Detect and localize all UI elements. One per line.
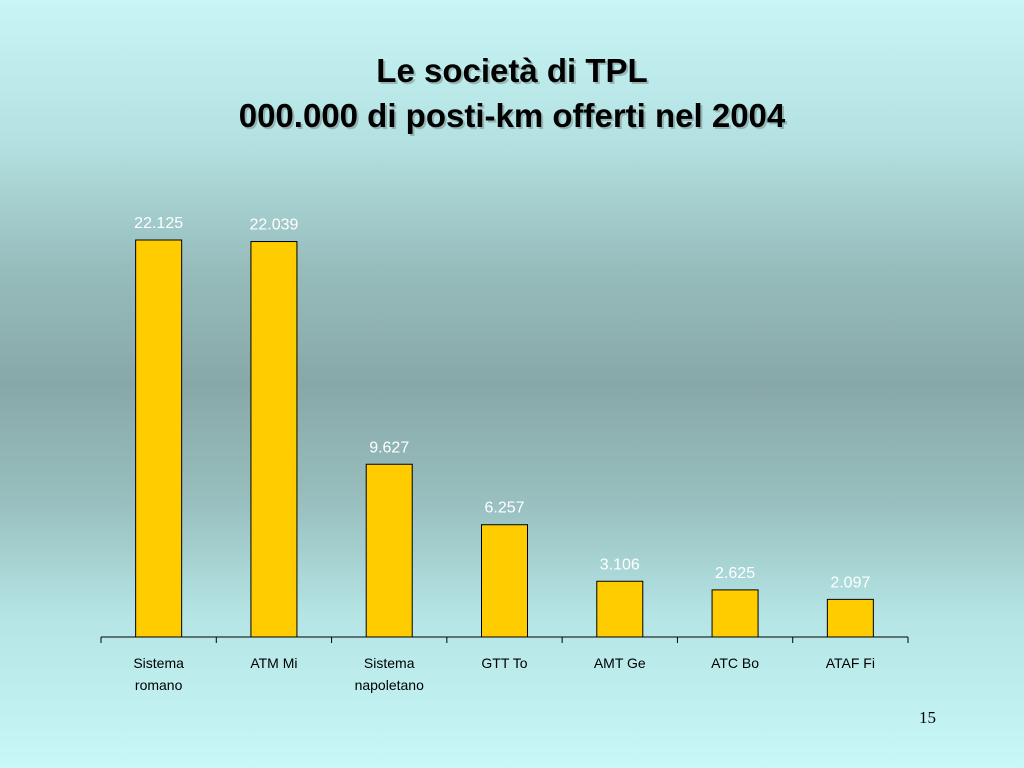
category-label: romano xyxy=(135,677,183,693)
category-label: AMT Ge xyxy=(594,655,646,671)
bar-value-label: 9.627 xyxy=(369,439,409,456)
bar xyxy=(826,598,874,638)
bar xyxy=(135,239,183,638)
bar xyxy=(365,463,413,638)
bar-value-label: 22.039 xyxy=(249,217,298,234)
bar-value-label: 22.125 xyxy=(134,215,183,232)
category-label: Sistema xyxy=(364,655,415,671)
bar xyxy=(596,580,644,638)
bar-value-label: 2.097 xyxy=(830,574,870,591)
page-number: 15 xyxy=(919,708,936,727)
category-label: ATAF Fi xyxy=(826,655,875,671)
chart-title-line: Le società di TPL xyxy=(376,52,648,89)
bar xyxy=(481,524,528,638)
bar xyxy=(711,589,759,638)
chart-title: Le società di TPL 000.000 di posti-km of… xyxy=(0,48,1024,138)
category-label: ATC Bo xyxy=(711,655,759,671)
bar-value-label: 2.625 xyxy=(715,565,755,582)
bar xyxy=(250,241,298,638)
x-axis xyxy=(100,636,909,643)
category-labels: Sistema romano ATM Mi Sistema napoletano GTT … xyxy=(133,655,875,693)
bar-chart: 22.125 22.039 9.627 6.257 3.106 2.625 2.097 Si… xyxy=(100,215,909,693)
bars xyxy=(135,239,874,638)
bar-value-label: 3.106 xyxy=(600,556,640,573)
category-label: GTT To xyxy=(481,655,527,671)
value-labels: 22.125 22.039 9.627 6.257 3.106 2.625 2.097 xyxy=(134,215,870,591)
category-label: ATM Mi xyxy=(250,655,297,671)
category-label: Sistema xyxy=(133,655,184,671)
category-label: napoletano xyxy=(355,677,425,693)
bar-value-label: 6.257 xyxy=(484,500,524,517)
chart-subtitle-line: 000.000 di posti-km offerti nel 2004 xyxy=(238,97,786,134)
